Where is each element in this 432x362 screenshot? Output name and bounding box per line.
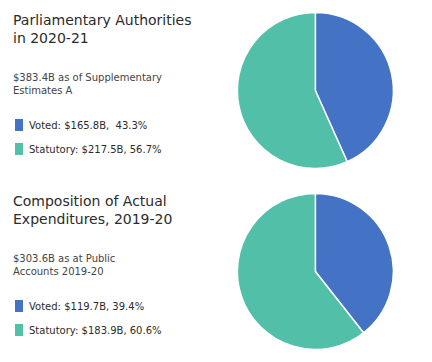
svg-text:Composition of Actual: Composition of Actual <box>13 193 167 209</box>
svg-text:Parliamentary Authorities: Parliamentary Authorities <box>13 12 192 28</box>
svg-text:Voted: $165.8B, 43.3%: Voted: $165.8B, 43.3% <box>29 120 147 131</box>
svg-text:Expenditures, 2019-20: Expenditures, 2019-20 <box>13 211 172 227</box>
svg-text:$383.4B as of Supplementary: $383.4B as of Supplementary <box>13 72 162 83</box>
svg-text:Estimates A: Estimates A <box>13 85 73 96</box>
svg-text:Voted: $119.7B, 39.4%: Voted: $119.7B, 39.4% <box>29 301 144 312</box>
svg-text:Accounts 2019-20: Accounts 2019-20 <box>13 266 104 277</box>
svg-text:Statutory: $183.9B, 60.6%: Statutory: $183.9B, 60.6% <box>29 325 162 336</box>
svg-text:in 2020-21: in 2020-21 <box>13 30 89 46</box>
svg-text:Statutory: $217.5B, 56.7%: Statutory: $217.5B, 56.7% <box>29 144 162 155</box>
svg-text:$303.6B as at Public: $303.6B as at Public <box>13 253 115 264</box>
